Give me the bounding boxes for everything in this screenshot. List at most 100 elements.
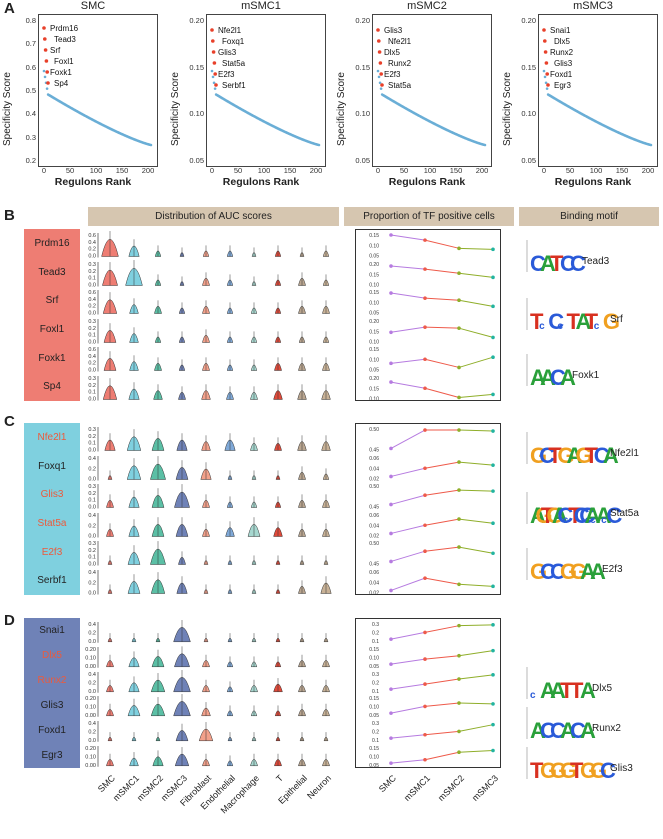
tf-tick: 0.02 [369,590,379,596]
violin-tick: 0.2 [88,268,96,274]
violin-row: 0.60.40.20.0 [88,231,330,260]
regulon-label: Runx2 [550,48,574,57]
tf-point [389,588,393,592]
motif-letter: C [579,503,595,526]
motif-letter: C [539,443,555,466]
y-tick: 0.7 [25,39,36,49]
violin-tick: 0.3 [88,262,96,268]
tf-line-row: 0.15 0.10 0.05 [369,347,495,374]
tf-frame-b [355,229,501,401]
tf-tick: 0.15 [369,329,379,335]
highlight-point [213,72,217,76]
tf-point [491,584,495,588]
tf-line-segment [424,751,460,761]
y-tick: 0.3 [25,132,36,142]
motif-letter: A [540,251,556,274]
highlight-point [43,37,47,41]
tf-tick: 0.1 [372,738,379,744]
x-tick: 0 [375,166,381,175]
plot-frame [206,14,326,167]
header-motif: Binding motif [519,207,659,226]
highlight-point [210,28,214,32]
tf-tick: 0.50 [369,484,379,490]
tf-line-row: 0.50 0.45 [369,484,495,511]
tf-point [423,657,427,661]
motif-letter: c [594,321,600,332]
motif-letter: A [580,718,596,741]
motif-letter: G [603,309,620,332]
tf-point [423,266,427,271]
gene-label: Serbf1 [37,575,67,587]
tf-point [389,559,393,564]
y-tick: 0.10 [521,109,536,119]
x-tick: 100 [89,166,103,175]
tf-tick: 0.10 [369,754,379,760]
tf-point [389,711,393,716]
y-tick: 0.05 [355,156,370,165]
x-tick: 50 [233,166,243,175]
tf-tick: 0.10 [369,243,379,249]
tf-point [423,630,427,635]
violin-row: 0.30.20.10.0 [88,375,331,402]
tf-line-segment [390,234,426,241]
tf-line-segment [390,683,426,690]
tf-line-segment [458,489,494,492]
tf-point [491,462,495,467]
violin-tick: 0.2 [88,680,96,686]
motif-letter: A [603,443,619,466]
tf-tick: 0.3 [372,721,379,727]
specificity-chart: Prdm16 Tead3 Srf Foxl1 Foxk1 Sp4 [38,14,158,167]
tf-tick: 0.1 [372,639,379,645]
y-axis-label: Specificity Score [2,72,13,146]
violin-tick: 0.2 [88,325,96,331]
motif-letter: C [557,503,573,526]
tf-line-segment [458,429,494,432]
tf-tick: 0.10 [369,396,379,402]
violin-tick: 0.0 [88,282,96,288]
tf-tick: 0.45 [369,562,379,568]
violin-tick: 0.20 [85,696,96,702]
highlight-point [45,70,49,74]
x-tick: 0 [209,166,215,175]
tf-point [457,623,461,628]
highlight-point [543,50,548,54]
regulon-label: Glis3 [554,59,573,68]
violin-tick: 0.0 [88,396,96,402]
gene-label: Prdm16 [34,237,70,249]
violin-row: 0.30.20.10.0 [88,318,330,345]
highlight-point [543,39,547,43]
highlight-point [544,61,549,65]
tf-frame-c [355,423,501,595]
violin-tick: 0.1 [88,555,96,561]
violin-row: 0.4 0.2 0.0 [88,721,329,744]
tf-tick: 0.05 [369,664,379,670]
violin-tick: 0.2 [88,580,96,586]
violin-row: 0.60.40.20.0 [88,290,330,317]
motif-letter: A [560,718,576,741]
motif-letter: C [550,365,566,388]
regulon-label: Foxk1 [50,68,72,77]
gene-label: Nfe2l1 [37,431,67,443]
gene-label: Foxl1 [39,323,65,335]
y-tick: 0.2 [25,156,36,165]
tf-line-segment [458,649,494,657]
tf-line-segment [424,358,460,368]
motif-letter: A [530,718,546,741]
x-axis-label: Regulons Rank [554,176,632,188]
header-tf: Proportion of TF positive cells [344,207,514,226]
tf-line-segment [424,461,460,469]
scatter-point [211,75,215,79]
motif-letter: A [540,678,556,701]
y-tick: 0.20 [521,16,536,25]
tf-point [457,325,461,330]
tf-line-segment [424,577,460,585]
tf-point [389,329,393,334]
tf-point [423,238,427,242]
y-axis-label: Specificity Score [336,72,347,146]
specificity-chart: Snai1 Dlx5 Runx2 Glis3 Foxd1 Egr3 [538,14,658,167]
motif-letter: G [576,443,593,466]
tf-tick: 0.04 [369,523,379,529]
